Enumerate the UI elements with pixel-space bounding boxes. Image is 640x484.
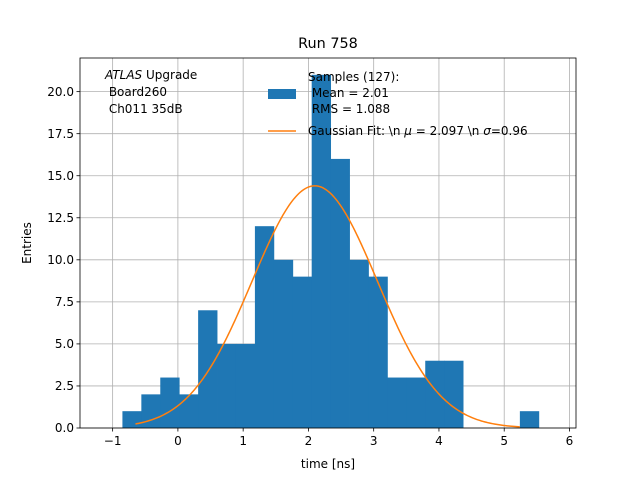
histogram-bar	[349, 259, 369, 428]
atlas-annotation: ATLAS Upgrade Board260 Ch011 35dB	[104, 68, 197, 116]
gaussian-fit-curve	[135, 185, 520, 428]
annotation-atlas: ATLAS	[104, 68, 143, 82]
x-tick-label: 5	[500, 434, 508, 448]
legend-histogram-line-1: Samples (127):	[308, 70, 399, 84]
histogram-bar	[292, 276, 313, 428]
y-tick-label: 2.5	[55, 379, 74, 393]
x-tick-label: 1	[239, 434, 247, 448]
annotation-board: Board260	[105, 85, 167, 99]
histogram-bar	[198, 310, 218, 428]
chart-title: Run 758	[298, 36, 358, 52]
x-tick-label: 4	[435, 434, 443, 448]
x-tick-label: 6	[566, 434, 574, 448]
histogram-bar	[311, 74, 332, 429]
x-tick-label: −1	[104, 434, 122, 448]
histogram-bar	[179, 394, 199, 428]
histogram-bar	[217, 343, 237, 428]
histogram-bar	[235, 343, 256, 428]
histogram-bar	[122, 411, 142, 428]
y-tick-label: 0.0	[55, 421, 74, 435]
x-tick-label: 0	[174, 434, 182, 448]
histogram-bar	[444, 360, 464, 428]
histogram-bar	[387, 377, 407, 428]
fit-layer	[135, 185, 520, 428]
svg-text:ATLAS Upgrade: ATLAS Upgrade	[104, 68, 197, 82]
y-tick-label: 10.0	[47, 253, 74, 267]
histogram-bar	[273, 259, 294, 428]
y-tick-label: 7.5	[55, 295, 74, 309]
annotation-channel: Ch011 35dB	[105, 102, 183, 116]
legend-histogram-line-3: RMS = 1.088	[308, 102, 390, 116]
x-axis: −1 0 1 2 3 4 5 6	[104, 428, 574, 448]
y-tick-label: 17.5	[47, 127, 74, 141]
histogram-bar	[254, 226, 275, 428]
histogram-bar	[425, 360, 445, 428]
legend-histogram-swatch	[268, 89, 296, 99]
histogram-bar	[368, 276, 388, 428]
y-tick-label: 20.0	[47, 85, 74, 99]
plot-frame	[79, 57, 577, 429]
histogram-bar	[406, 377, 426, 428]
x-tick-label: 2	[305, 434, 313, 448]
histogram-bar	[141, 394, 161, 428]
annotation-upgrade: Upgrade	[142, 68, 197, 82]
y-tick-label: 12.5	[47, 211, 74, 225]
histogram-bars	[122, 74, 540, 429]
legend-histogram-line-2: Mean = 2.01	[308, 86, 389, 100]
histogram-bar	[160, 377, 180, 428]
legend: Samples (127): Mean = 2.01 RMS = 1.088 G…	[268, 70, 528, 138]
histogram-bar	[330, 158, 350, 428]
y-axis: 0.0 2.5 5.0 7.5 10.0 12.5 15.0 17.5 20.0	[47, 85, 80, 435]
x-axis-label: time [ns]	[301, 457, 355, 471]
histogram-bar	[519, 411, 540, 428]
y-tick-label: 5.0	[55, 337, 74, 351]
legend-fit-label: Gaussian Fit: \n μ = 2.097 \n σ=0.96	[308, 124, 528, 138]
x-tick-label: 3	[370, 434, 378, 448]
y-tick-label: 15.0	[47, 169, 74, 183]
y-axis-label: Entries	[20, 222, 34, 264]
